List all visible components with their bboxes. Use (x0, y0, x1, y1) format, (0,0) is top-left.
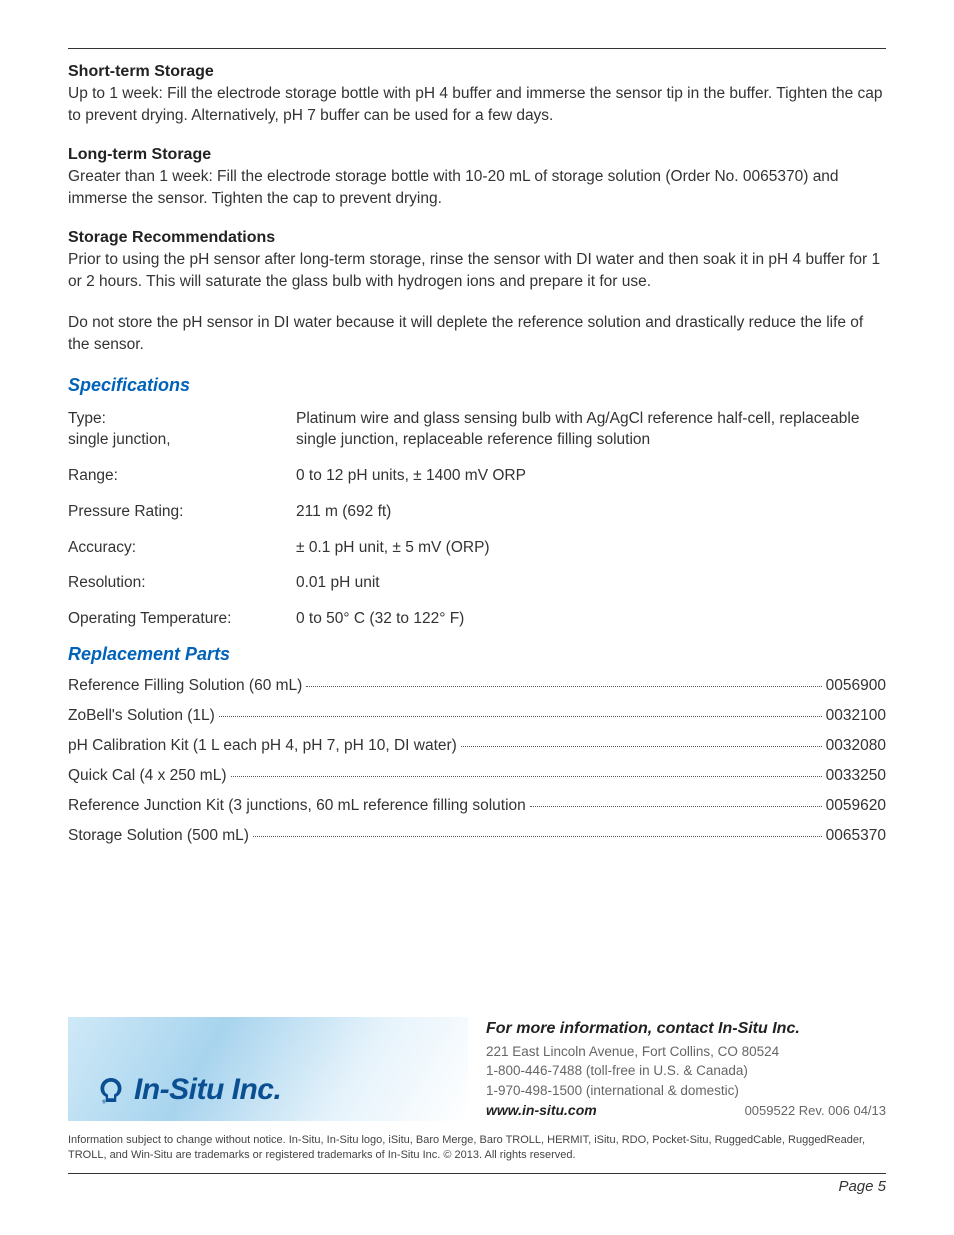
short-storage-heading: Short-term Storage (68, 63, 886, 81)
parts-row: Quick Cal (4 x 250 mL) 0033250 (68, 767, 886, 785)
spec-value: 211 m (692 ft) (296, 501, 886, 523)
spec-value: ± 0.1 pH unit, ± 5 mV (ORP) (296, 537, 886, 559)
contact-phone-1: 1-800-446-7488 (toll-free in U.S. & Cana… (486, 1061, 886, 1081)
spec-row: Resolution:0.01 pH unit (68, 572, 886, 594)
long-storage-heading: Long-term Storage (68, 146, 886, 164)
parts-label: Quick Cal (4 x 250 mL) (68, 767, 227, 785)
parts-number: 0059620 (826, 797, 886, 815)
parts-number: 0056900 (826, 677, 886, 695)
logo-icon: ® (96, 1075, 126, 1105)
parts-row: Storage Solution (500 mL) 0065370 (68, 827, 886, 845)
parts-leader-dots (306, 686, 821, 687)
parts-number: 0065370 (826, 827, 886, 845)
parts-label: Reference Filling Solution (60 mL) (68, 677, 302, 695)
disclaimer-text: Information subject to change without no… (68, 1133, 886, 1163)
parts-leader-dots (231, 776, 822, 777)
spec-label: Range: (68, 465, 296, 487)
page-number: Page 5 (68, 1178, 886, 1195)
short-storage-body: Up to 1 week: Fill the electrode storage… (68, 83, 886, 128)
spec-label: Operating Temperature: (68, 608, 296, 630)
parts-leader-dots (253, 836, 822, 837)
parts-number: 0032100 (826, 707, 886, 725)
parts-row: ZoBell's Solution (1L) 0032100 (68, 707, 886, 725)
replacement-parts-list: Reference Filling Solution (60 mL) 005690… (68, 677, 886, 845)
doc-revision: 0059522 Rev. 006 04/13 (745, 1102, 886, 1121)
recommendations-heading: Storage Recommendations (68, 229, 886, 247)
logo-banner: ® In-Situ Inc. (68, 1017, 468, 1121)
parts-leader-dots (461, 746, 822, 747)
spec-label: Accuracy: (68, 537, 296, 559)
replacement-parts-heading: Replacement Parts (68, 644, 886, 665)
parts-leader-dots (219, 716, 822, 717)
spec-label: Resolution: (68, 572, 296, 594)
spec-row: Range:0 to 12 pH units, ± 1400 mV ORP (68, 465, 886, 487)
spec-row: Pressure Rating:211 m (692 ft) (68, 501, 886, 523)
svg-text:®: ® (102, 1098, 106, 1105)
top-rule (68, 48, 886, 49)
contact-info: For more information, contact In-Situ In… (486, 1017, 886, 1122)
spec-value: 0 to 50° C (32 to 122° F) (296, 608, 886, 630)
parts-row: pH Calibration Kit (1 L each pH 4, pH 7,… (68, 737, 886, 755)
parts-leader-dots (530, 806, 822, 807)
parts-row: Reference Junction Kit (3 junctions, 60 … (68, 797, 886, 815)
parts-label: Reference Junction Kit (3 junctions, 60 … (68, 797, 526, 815)
long-storage-body: Greater than 1 week: Fill the electrode … (68, 166, 886, 211)
recommendations-body-2: Do not store the pH sensor in DI water b… (68, 312, 886, 357)
parts-number: 0032080 (826, 737, 886, 755)
parts-label: pH Calibration Kit (1 L each pH 4, pH 7,… (68, 737, 457, 755)
spec-row: Accuracy:± 0.1 pH unit, ± 5 mV (ORP) (68, 537, 886, 559)
parts-number: 0033250 (826, 767, 886, 785)
parts-label: Storage Solution (500 mL) (68, 827, 249, 845)
spec-row: Type: single junction,Platinum wire and … (68, 408, 886, 451)
spec-label: Type: single junction, (68, 408, 296, 451)
contact-address: 221 East Lincoln Avenue, Fort Collins, C… (486, 1042, 886, 1062)
website-link[interactable]: www.in-situ.com (486, 1100, 597, 1120)
spec-label: Pressure Rating: (68, 501, 296, 523)
contact-heading: For more information, contact In-Situ In… (486, 1017, 886, 1040)
parts-row: Reference Filling Solution (60 mL) 005690… (68, 677, 886, 695)
spec-value: Platinum wire and glass sensing bulb wit… (296, 408, 886, 451)
recommendations-body-1: Prior to using the pH sensor after long-… (68, 249, 886, 294)
spec-value: 0.01 pH unit (296, 572, 886, 594)
bottom-rule (68, 1173, 886, 1174)
logo: ® In-Situ Inc. (96, 1073, 281, 1107)
specifications-heading: Specifications (68, 375, 886, 396)
specifications-table: Type: single junction,Platinum wire and … (68, 408, 886, 630)
spec-row: Operating Temperature:0 to 50° C (32 to … (68, 608, 886, 630)
parts-label: ZoBell's Solution (1L) (68, 707, 215, 725)
footer: ® In-Situ Inc. For more information, con… (68, 1017, 886, 1195)
spec-value: 0 to 12 pH units, ± 1400 mV ORP (296, 465, 886, 487)
contact-phone-2: 1-970-498-1500 (international & domestic… (486, 1081, 886, 1101)
logo-text: In-Situ Inc. (134, 1073, 281, 1107)
